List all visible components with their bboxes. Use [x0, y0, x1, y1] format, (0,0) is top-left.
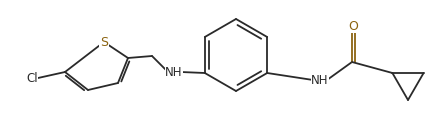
Text: NH: NH: [311, 73, 329, 87]
Text: Cl: Cl: [26, 72, 38, 85]
Text: O: O: [348, 19, 358, 33]
Text: S: S: [100, 36, 108, 48]
Text: NH: NH: [165, 65, 183, 78]
